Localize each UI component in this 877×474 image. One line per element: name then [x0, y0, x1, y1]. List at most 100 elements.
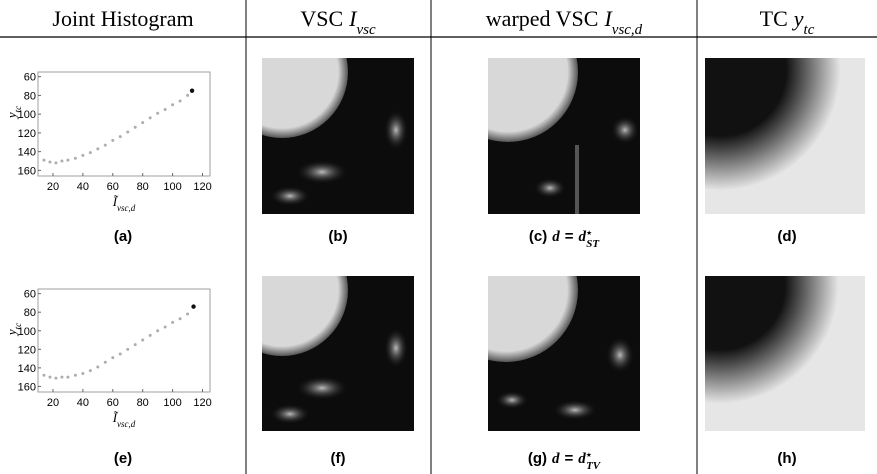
point [104, 361, 107, 364]
caption: (f) [331, 450, 346, 467]
caption-part: (c) [529, 228, 547, 245]
caption: (b) [328, 228, 347, 245]
caption: (d) [777, 228, 796, 245]
x-axis-label-part: vsc,d [117, 203, 136, 213]
point [66, 376, 69, 379]
y-axis-label-part: tc [13, 106, 23, 113]
point [141, 339, 144, 342]
x-tick-label: 60 [107, 397, 119, 409]
caption-part: TV [586, 460, 602, 472]
point [119, 135, 122, 138]
point [66, 159, 69, 162]
y-tick-label: 60 [24, 289, 36, 301]
plot-frame [38, 289, 210, 392]
point [60, 376, 63, 379]
x-axis-label-part: vsc,d [117, 419, 136, 429]
point [156, 329, 159, 332]
point [111, 139, 114, 142]
caption: (h) [777, 450, 796, 467]
y-tick-label: 120 [18, 344, 36, 356]
point [96, 365, 99, 368]
point [96, 147, 99, 150]
point [119, 352, 122, 355]
y-tick-label: 60 [24, 72, 36, 84]
y-tick-label: 120 [18, 128, 36, 140]
caption-part: ⋆ [586, 450, 592, 461]
point [60, 160, 63, 163]
column-header-part: Joint Histogram [52, 6, 193, 31]
point [186, 313, 189, 316]
point [164, 326, 167, 329]
x-tick-label: 80 [137, 397, 149, 409]
point [111, 356, 114, 359]
caption: (c)d=d⋆ST [529, 228, 600, 251]
caption-part: (h) [777, 450, 796, 467]
x-tick-label: 120 [193, 181, 211, 193]
caption-part: d [552, 229, 560, 245]
column-header-part: TC [760, 6, 788, 31]
point [134, 343, 137, 346]
point [48, 160, 51, 163]
caption: (g)d=d⋆TV [528, 450, 602, 473]
point [42, 374, 45, 377]
y-tick-label: 80 [24, 307, 36, 319]
caption-part: (f) [331, 450, 346, 467]
caption-part: (d) [777, 228, 796, 245]
x-tick-label: 80 [137, 181, 149, 193]
point [149, 116, 152, 119]
caption: (e) [114, 450, 132, 467]
point [171, 103, 174, 106]
x-tick-label: 40 [77, 397, 89, 409]
column-header-part: vsc [356, 22, 375, 38]
point [191, 304, 195, 308]
point [48, 376, 51, 379]
figure: Joint Histogram VSCIvsc warped VSCIvsc,d TC… [0, 0, 877, 474]
x-tick-label: 60 [107, 181, 119, 193]
caption: (a) [114, 228, 132, 245]
x-tick-label: 100 [163, 181, 181, 193]
point [89, 151, 92, 154]
column-header-part: vsc,d [612, 22, 643, 38]
point [54, 161, 57, 164]
caption-part: d [552, 451, 560, 467]
x-tick-label: 20 [47, 181, 59, 193]
point [74, 374, 77, 377]
y-tick-label: 160 [18, 165, 36, 177]
x-axis-label: Ĩvsc,d [112, 410, 136, 429]
point [149, 334, 152, 337]
y-tick-label: 80 [24, 90, 36, 102]
point [126, 348, 129, 351]
caption-part: ⋆ [586, 228, 592, 239]
caption-part: = [565, 228, 574, 245]
point [74, 157, 77, 160]
column-header-part: warped VSC [486, 6, 599, 31]
point [134, 126, 137, 129]
caption-part: (a) [114, 228, 132, 245]
point [81, 154, 84, 157]
point [171, 321, 174, 324]
point [141, 121, 144, 124]
column-header: warped VSCIvsc,d [486, 6, 643, 38]
y-tick-label: 140 [18, 363, 36, 375]
page: Joint Histogram VSCIvsc warped VSCIvsc,d TC… [0, 0, 877, 474]
caption-part: = [565, 450, 574, 467]
column-header-part: y [792, 6, 804, 31]
y-axis-label-part: tc [13, 323, 23, 330]
x-tick-label: 120 [193, 397, 211, 409]
caption-part: (e) [114, 450, 132, 467]
image-warped-vsc [438, 2, 640, 215]
caption-part: (g) [528, 450, 547, 467]
point [89, 369, 92, 372]
y-tick-label: 160 [18, 381, 36, 393]
y-tick-label: 140 [18, 147, 36, 159]
point [54, 377, 57, 380]
point [81, 372, 84, 375]
column-header: Joint Histogram [52, 6, 193, 31]
column-header-part: VSC [300, 6, 343, 31]
point [179, 317, 182, 320]
column-header: VSCIvsc [300, 6, 376, 38]
point [126, 130, 129, 133]
